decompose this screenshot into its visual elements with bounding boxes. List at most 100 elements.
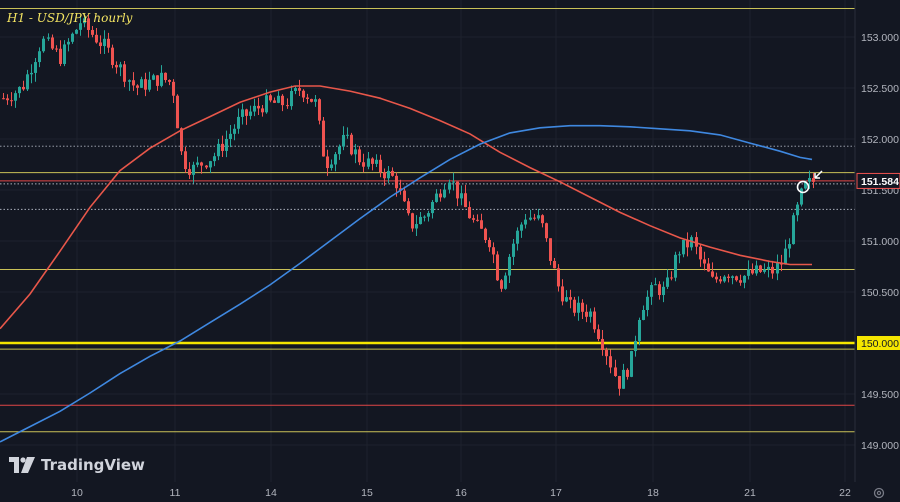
candle-body <box>354 149 357 155</box>
tradingview-logo: TradingView <box>9 456 145 474</box>
candle-body <box>91 29 94 35</box>
candle-body <box>140 79 143 88</box>
candle-body <box>723 276 726 282</box>
candle-body <box>75 29 78 34</box>
candle-body <box>79 23 82 30</box>
candle-body <box>642 310 645 320</box>
candle-body <box>484 228 487 241</box>
candle-body <box>800 188 803 205</box>
candle-body <box>585 311 588 317</box>
y-tick-label: 153.000 <box>861 32 899 44</box>
candle-body <box>711 271 714 277</box>
candle-body <box>302 90 305 98</box>
candle-body <box>755 265 758 274</box>
candle-body <box>496 254 499 281</box>
candle-body <box>71 33 74 42</box>
candle-body <box>168 80 171 82</box>
candle-body <box>739 280 742 283</box>
level-badge <box>857 336 900 350</box>
candle-body <box>136 85 139 88</box>
candle-body <box>277 95 280 103</box>
candle-body <box>626 369 629 377</box>
candle-body <box>213 156 216 162</box>
candle-body <box>95 34 98 43</box>
x-tick-label: 18 <box>647 487 659 499</box>
candle-body <box>784 248 787 265</box>
candle-body <box>290 90 293 107</box>
candle-body <box>751 269 754 274</box>
candle-body <box>148 79 151 90</box>
candle-body <box>229 133 232 139</box>
candle-body <box>269 95 272 101</box>
candle-body <box>47 37 50 39</box>
candle-body <box>379 159 382 173</box>
candle-body <box>306 97 309 99</box>
candle-body <box>123 64 126 82</box>
candle-body <box>792 215 795 245</box>
candle-body <box>699 246 702 260</box>
candle-body <box>286 105 289 107</box>
y-tick-label: 150.500 <box>861 287 899 299</box>
candle-body <box>452 181 455 183</box>
candle-body <box>812 178 815 182</box>
y-tick-label: 149.000 <box>861 440 899 452</box>
candle-body <box>310 98 313 102</box>
candle-body <box>601 338 604 351</box>
candle-body <box>160 72 163 86</box>
candle-body <box>257 105 260 109</box>
y-tick-label: 152.500 <box>861 83 899 95</box>
candle-body <box>666 277 669 287</box>
candle-body <box>395 175 398 189</box>
candle-body <box>358 149 361 163</box>
candle-body <box>431 201 434 214</box>
candle-body <box>605 350 608 357</box>
candle-body <box>771 266 774 274</box>
candle-body <box>326 156 329 169</box>
candle-body <box>346 134 349 136</box>
candle-body <box>731 276 734 278</box>
candle-body <box>30 72 33 75</box>
candle-body <box>776 262 779 274</box>
candle-body <box>456 181 459 199</box>
candle-body <box>200 162 203 166</box>
candle-body <box>237 116 240 129</box>
candle-body <box>492 247 495 255</box>
candle-body <box>529 217 532 220</box>
arrow-annotation <box>814 170 823 179</box>
candle-body <box>573 299 576 313</box>
candle-body <box>253 105 256 112</box>
candle-body <box>549 238 552 261</box>
candle-body <box>362 162 365 167</box>
candle-body <box>233 128 236 134</box>
candle-body <box>654 284 657 286</box>
y-tick-label: 151.000 <box>861 236 899 248</box>
candle-body <box>796 204 799 216</box>
candle-body <box>508 256 511 276</box>
x-tick-label: 16 <box>455 487 467 499</box>
candle-body <box>294 88 297 91</box>
tradingview-logo-text: TradingView <box>41 456 145 474</box>
candle-body <box>221 143 224 151</box>
candle-body <box>707 263 710 272</box>
moving-average-red <box>0 85 812 330</box>
tradingview-logo-icon <box>9 457 35 473</box>
candle-body <box>261 108 264 113</box>
candle-body <box>350 134 353 155</box>
candle-body <box>524 219 527 225</box>
candle-body <box>650 285 653 297</box>
candle-body <box>38 51 41 63</box>
gear-icon[interactable] <box>872 486 886 500</box>
candle-body <box>111 47 114 65</box>
candle-body <box>759 265 762 272</box>
x-tick-label: 15 <box>361 487 373 499</box>
candle-body <box>500 280 503 289</box>
candle-body <box>682 239 685 255</box>
time-axis <box>0 482 900 502</box>
candle-body <box>439 193 442 198</box>
candle-body <box>581 302 584 312</box>
candle-body <box>658 284 661 296</box>
candle-body <box>589 311 592 317</box>
candle-body <box>435 193 438 202</box>
candle-body <box>367 158 370 167</box>
